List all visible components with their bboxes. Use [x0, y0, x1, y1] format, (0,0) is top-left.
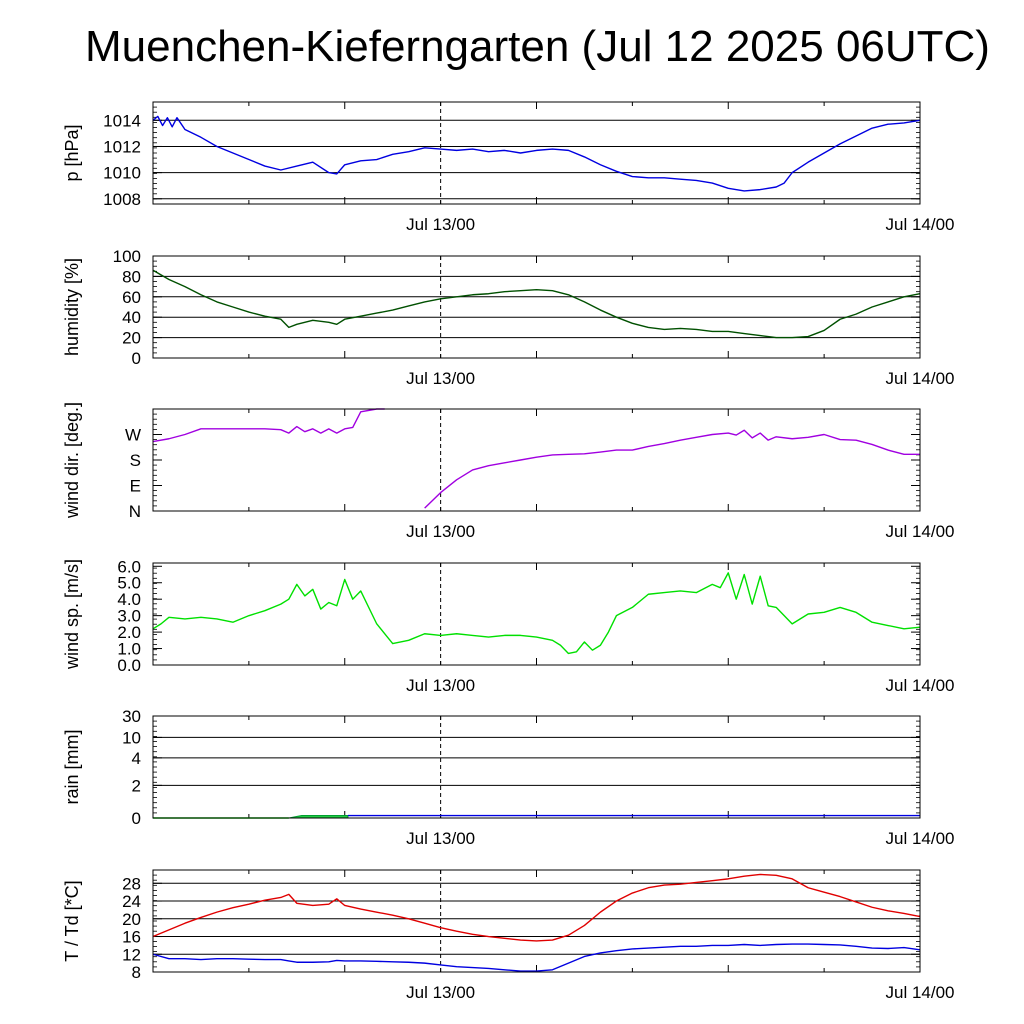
y-axis-title: wind dir. [deg.]	[62, 402, 82, 519]
y-tick-label: 24	[122, 892, 141, 911]
y-tick-label: S	[130, 451, 141, 470]
plot-frame	[152, 715, 921, 819]
x-tick-label: Jul 13/00	[406, 369, 475, 388]
series-line	[152, 572, 921, 655]
plot-frame	[152, 408, 921, 512]
y-tick-label: 100	[113, 247, 141, 266]
panel-wind_speed: 0.01.02.03.04.05.06.0 wind sp. [m/s] Jul 1…	[62, 557, 955, 695]
y-tick-label: 3.0	[117, 607, 141, 626]
y-tick-label: 0	[132, 349, 141, 368]
y-tick-label: 1014	[103, 111, 141, 130]
y-tick-label: 0	[132, 809, 141, 828]
y-tick-label: 1.0	[117, 640, 141, 659]
y-tick-label: 16	[122, 928, 141, 947]
y-tick-label: 5.0	[117, 574, 141, 593]
y-tick-label: 20	[122, 329, 141, 348]
y-tick-label: 1012	[103, 137, 141, 156]
x-tick-label: Jul 13/00	[406, 522, 475, 541]
y-tick-label: 20	[122, 910, 141, 929]
x-tick-label: Jul 14/00	[886, 369, 955, 388]
y-tick-label: 30	[122, 707, 141, 726]
y-tick-label: E	[130, 477, 141, 496]
y-axis-title: p [hPa]	[62, 124, 82, 181]
plot-frame	[152, 255, 921, 359]
y-axis-title: T / Td [*C]	[62, 880, 82, 961]
y-tick-label: 28	[122, 874, 141, 893]
y-tick-label: 4	[132, 749, 141, 768]
x-tick-label: Jul 13/00	[406, 983, 475, 1002]
y-tick-label: 2	[132, 776, 141, 795]
y-tick-label: 6.0	[117, 557, 141, 576]
y-tick-label: N	[129, 502, 141, 521]
x-tick-label: Jul 14/00	[886, 676, 955, 695]
panel-pressure: 1008 1010 1012 1014 p [hPa] Jul 13/00 Jul 14/0…	[62, 101, 955, 234]
y-tick-label: 1010	[103, 164, 141, 183]
plot-frame	[152, 562, 921, 666]
series-line	[152, 408, 385, 443]
series-line	[152, 873, 921, 942]
y-tick-label: 40	[122, 308, 141, 327]
x-tick-label: Jul 14/00	[886, 829, 955, 848]
y-tick-label: 4.0	[117, 590, 141, 609]
y-tick-label: 2.0	[117, 623, 141, 642]
y-tick-label: 12	[122, 945, 141, 964]
plot-frame	[152, 101, 921, 205]
y-axis-title: wind sp. [m/s]	[62, 559, 82, 670]
x-tick-label: Jul 14/00	[886, 215, 955, 234]
chart-title: Muenchen-Kieferngarten (Jul 12 2025 06UT…	[85, 22, 990, 71]
y-tick-label: 1008	[103, 190, 141, 209]
y-tick-label: 10	[122, 728, 141, 747]
x-tick-label: Jul 14/00	[886, 983, 955, 1002]
series-line	[152, 943, 921, 972]
plot-frame	[152, 869, 921, 973]
series-line	[424, 429, 920, 509]
y-tick-label: 80	[122, 267, 141, 286]
y-axis-title: humidity [%]	[62, 258, 82, 356]
x-tick-label: Jul 13/00	[406, 676, 475, 695]
y-axis-title: rain [mm]	[62, 729, 82, 804]
y-tick-label: W	[125, 426, 141, 445]
series-line	[152, 269, 921, 339]
x-tick-label: Jul 13/00	[406, 215, 475, 234]
y-tick-label: 60	[122, 288, 141, 307]
panel-rain: 0 2 4 10 30 rain [mm] Jul 13/00 Jul 14/00	[62, 707, 955, 848]
series-line	[152, 115, 921, 192]
x-tick-label: Jul 14/00	[886, 522, 955, 541]
y-tick-label: 8	[132, 963, 141, 982]
y-tick-label: 0.0	[117, 656, 141, 675]
x-tick-label: Jul 13/00	[406, 829, 475, 848]
